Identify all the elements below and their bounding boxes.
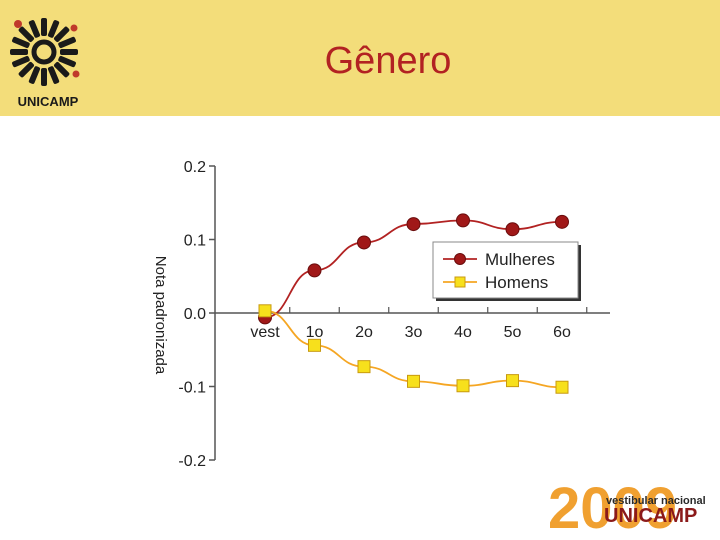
x-tick-label: vest [250, 324, 280, 341]
unicamp-logo: UNICAMP [6, 8, 90, 112]
legend-label: Mulheres [485, 250, 555, 269]
data-point-homens [308, 338, 321, 352]
data-point-homens [506, 374, 519, 388]
y-axis-label: Nota padronizada [152, 256, 169, 375]
data-point-homens [258, 304, 272, 318]
x-tick-label: 1o [306, 324, 324, 341]
x-tick-label: 6o [553, 324, 571, 341]
brand-tagline: vestibular nacional [606, 495, 706, 507]
y-tick-label: 0.2 [184, 159, 206, 176]
data-point-homens [555, 380, 569, 394]
y-tick-label: -0.2 [178, 453, 206, 470]
legend-marker [454, 253, 466, 265]
data-point-mulheres [357, 235, 371, 250]
line-chart: 0.2 0.1 0.0 -0.1 -0.2 vest 1o 2o 3o 4o 5o 6o Nota … [152, 159, 610, 470]
data-point-mulheres [505, 222, 520, 237]
brand-name: UNICAMP [604, 505, 697, 527]
brand-year: 2009 [548, 476, 677, 532]
brand-2009-logo: 2009 vestibular nacional UNICAMP [548, 466, 716, 540]
y-tick-label: -0.1 [178, 380, 206, 397]
data-point-mulheres [555, 214, 569, 229]
legend-box [432, 241, 579, 299]
legend: Mulheres Homens [432, 241, 581, 301]
unicamp-logo-icon [10, 18, 80, 86]
x-tick-label: 2o [355, 324, 373, 341]
data-point-mulheres [406, 217, 421, 232]
header-banner: UNICAMP Gênero [0, 0, 720, 116]
data-point-homens [407, 374, 420, 388]
logo-text: UNICAMP [17, 94, 79, 109]
x-tick-label: 3o [405, 324, 423, 341]
data-point-homens [357, 360, 371, 374]
x-tick-label: 4o [454, 324, 472, 341]
data-point-homens [456, 379, 470, 393]
data-point-mulheres [456, 213, 470, 228]
y-tick-label: 0.0 [184, 306, 206, 323]
legend-label: Homens [485, 273, 548, 292]
data-point-mulheres [307, 263, 322, 278]
x-tick-label: 5o [504, 324, 522, 341]
legend-marker [454, 276, 466, 288]
y-tick-label: 0.1 [184, 233, 206, 250]
page-title: Gênero [324, 40, 452, 82]
